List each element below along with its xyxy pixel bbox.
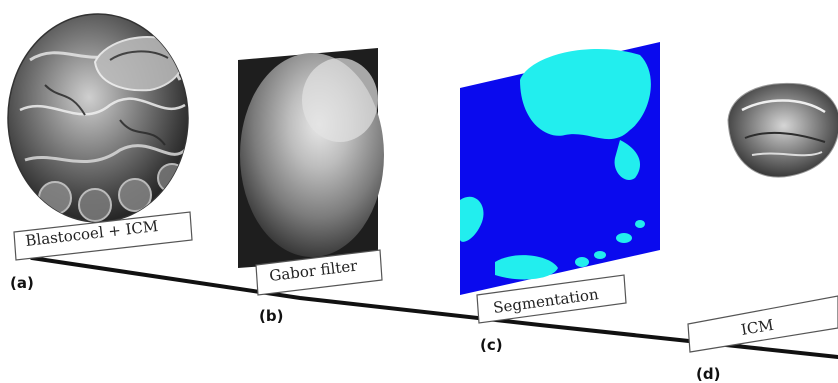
icm-crop-image: [727, 82, 838, 178]
stage-label-d: ICM: [740, 316, 775, 339]
gabor-filter-image: [238, 48, 384, 268]
label-box-b: Gabor filter: [255, 249, 383, 296]
step-letter-b: (b): [259, 307, 283, 325]
embryo-image: [7, 13, 189, 223]
segmentation-map-image: [460, 42, 660, 295]
step-letter-d: (d): [696, 365, 720, 383]
step-letter-a: (a): [10, 274, 34, 292]
step-letter-c: (c): [480, 336, 503, 354]
label-box-d: ICM: [687, 295, 838, 353]
